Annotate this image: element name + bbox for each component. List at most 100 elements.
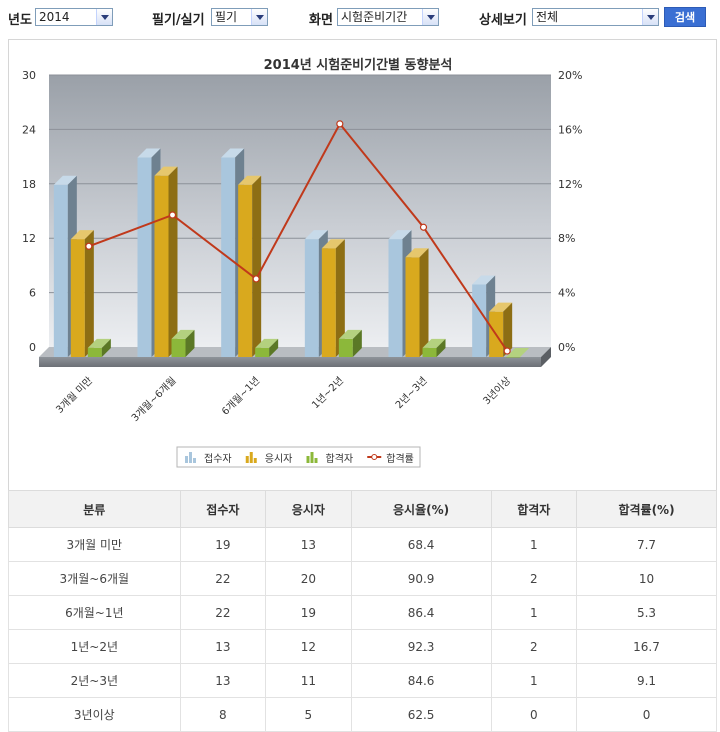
trend-chart: 2014년 시험준비기간별 동향분석 0 6 12 18 24 30 0% 4% 8% 12% 16… [22, 57, 582, 468]
table-cell: 16.7 [576, 629, 717, 664]
bar-front [338, 338, 353, 357]
bar [321, 239, 345, 357]
bar-top [489, 302, 513, 312]
bar-top [388, 230, 412, 240]
table-cell: 86.4 [350, 595, 492, 630]
legend-bar-icon [193, 458, 196, 463]
y-right-tick-label: 0% [558, 341, 575, 354]
table-cell: 10 [576, 561, 717, 596]
legend-bar-icon [253, 458, 257, 463]
bar-front [405, 257, 420, 357]
bar-top [405, 248, 429, 258]
bar-side [168, 166, 178, 357]
table-cell: 6개월~1년 [8, 595, 181, 630]
bar-side [503, 302, 513, 357]
y-right-tick-label: 8% [558, 232, 575, 245]
bar-front [506, 357, 521, 358]
stats-table: 분류 접수자 응시자 응시율(%) 합격자 합격률(%) 3개월 미만 19 1… [8, 490, 717, 732]
table-cell: 0 [490, 697, 578, 732]
bar-top [171, 329, 195, 339]
table-cell: 13 [179, 629, 267, 664]
legend-bar-icon [185, 456, 188, 463]
table-cell: 2 [490, 629, 578, 664]
table-row: 3개월~6개월 22 20 90.9 2 10 [8, 561, 717, 596]
bar [405, 248, 429, 357]
bar-front [137, 157, 152, 357]
bar-top [472, 275, 496, 285]
x-tick-label: 1년~2년 [310, 375, 346, 411]
detail-label: 상세보기 [479, 13, 527, 28]
table-cell: 3개월~6개월 [8, 561, 181, 596]
bar-front [171, 338, 186, 357]
column-header: 응시율(%) [350, 490, 492, 528]
table-cell: 13 [265, 527, 352, 562]
chevron-down-icon[interactable] [422, 9, 438, 25]
table-cell: 1 [490, 663, 578, 698]
exam-type-label: 필기/실기 [152, 13, 205, 28]
chevron-down-icon[interactable] [96, 9, 112, 25]
bar-top [70, 230, 94, 240]
chevron-down-icon[interactable] [251, 9, 267, 25]
bar [154, 166, 178, 357]
pass-rate-line [88, 122, 508, 352]
chart-panel: 2014년 시험준비기간별 동향분석 0 6 12 18 24 30 0% 4% 8% 12% 16… [8, 39, 717, 490]
x-tick-label: 6개월~1년 [219, 375, 262, 418]
table-cell: 5.3 [576, 595, 717, 630]
table-cell: 13 [179, 663, 267, 698]
bar-top [506, 348, 530, 357]
detail-select[interactable]: 전체 [532, 8, 659, 26]
table-cell: 1 [490, 527, 578, 562]
table-row: 1년~2년 13 12 92.3 2 16.7 [8, 629, 717, 664]
table-cell: 68.4 [350, 527, 492, 562]
year-select[interactable]: 2014 [35, 8, 113, 26]
column-header: 접수자 [179, 490, 267, 528]
view-select[interactable]: 시험준비기간 [337, 8, 439, 26]
bar [489, 302, 513, 357]
bar-side [101, 338, 111, 357]
bar-top [221, 148, 245, 158]
table-cell: 19 [179, 527, 267, 562]
exam-type-select[interactable]: 필기 [211, 8, 268, 26]
column-header: 합격자 [490, 490, 578, 528]
year-label: 년도 [8, 13, 32, 28]
chevron-down-icon[interactable] [642, 9, 658, 25]
view-select-value: 시험준비기간 [341, 10, 408, 24]
chart-back-wall [49, 75, 551, 347]
bar-top [255, 338, 279, 348]
y-left-tick-label: 6 [29, 287, 36, 300]
legend-label: 합격률 [386, 452, 414, 465]
table-row: 3년이상 8 5 62.5 0 0 [8, 697, 717, 732]
table-row: 2년~3년 13 11 84.6 1 9.1 [8, 663, 717, 698]
bar-side [436, 338, 446, 357]
column-header: 합격률(%) [576, 490, 717, 528]
bar [238, 175, 262, 357]
bar-side [252, 175, 262, 357]
legend-bar-icon [306, 456, 310, 463]
legend-bar-icon [189, 452, 192, 463]
search-button[interactable]: 검색 [664, 7, 706, 27]
column-header: 응시자 [265, 490, 352, 528]
table-cell: 0 [576, 697, 717, 732]
legend-label: 합격자 [326, 452, 354, 465]
bar-front [321, 248, 336, 357]
x-tick-label: 3개월~6개월 [129, 375, 178, 424]
bar-top [338, 329, 362, 339]
table-cell: 84.6 [350, 663, 492, 698]
pass-rate-point [503, 347, 511, 355]
bar-front [87, 347, 102, 357]
bar-front [255, 347, 270, 357]
table-cell: 2년~3년 [8, 663, 181, 698]
bar-front [70, 239, 85, 357]
legend-box [176, 446, 421, 468]
pass-rate-point [168, 211, 177, 219]
bar-front [422, 347, 437, 357]
y-right-tick-label: 12% [558, 178, 582, 191]
chart-floor-side [541, 347, 551, 367]
y-left-tick-label: 24 [22, 123, 36, 136]
table-cell: 90.9 [350, 561, 492, 596]
y-left-tick-label: 12 [22, 232, 36, 245]
bar [506, 348, 530, 358]
exam-type-select-value: 필기 [215, 10, 238, 24]
legend-label: 접수자 [204, 453, 232, 465]
bar-top [154, 166, 178, 176]
